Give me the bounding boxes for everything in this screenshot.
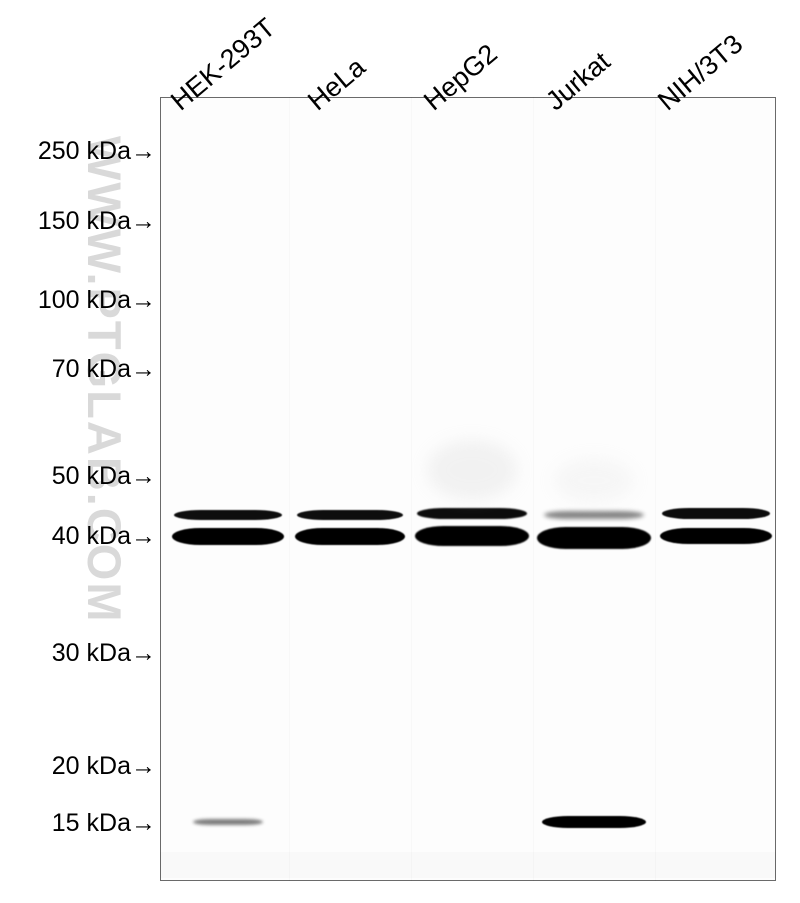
marker-value: 15 kDa	[52, 809, 131, 837]
marker-label: 40 kDa→	[52, 522, 156, 551]
marker-label: 150 kDa→	[38, 207, 156, 236]
arrow-icon: →	[131, 809, 156, 837]
marker-label: 20 kDa→	[52, 752, 156, 781]
arrow-icon: →	[131, 752, 156, 780]
marker-value: 20 kDa	[52, 752, 131, 780]
arrow-icon: →	[131, 137, 156, 165]
western-blot-figure: WWW.PTGLAB.COM HEK-293THeLaHepG2JurkatNI…	[0, 0, 800, 903]
marker-label: 30 kDa→	[52, 639, 156, 668]
protein-band	[660, 528, 772, 544]
protein-band	[417, 508, 527, 519]
marker-label: 15 kDa→	[52, 809, 156, 838]
marker-label: 100 kDa→	[38, 286, 156, 315]
marker-value: 100 kDa	[38, 286, 131, 314]
protein-band	[297, 510, 403, 520]
arrow-icon: →	[131, 462, 156, 490]
arrow-icon: →	[131, 207, 156, 235]
bottom-shade	[160, 852, 776, 878]
marker-value: 70 kDa	[52, 355, 131, 383]
marker-label: 250 kDa→	[38, 137, 156, 166]
protein-band	[172, 528, 284, 545]
protein-band	[193, 819, 263, 825]
arrow-icon: →	[131, 355, 156, 383]
marker-value: 250 kDa	[38, 137, 131, 165]
arrow-icon: →	[131, 522, 156, 550]
protein-band	[415, 526, 529, 546]
marker-value: 150 kDa	[38, 207, 131, 235]
lane-divider	[289, 97, 290, 881]
lane-divider	[655, 97, 656, 881]
background-smudge	[554, 458, 634, 503]
protein-band	[174, 510, 282, 520]
marker-label: 70 kDa→	[52, 355, 156, 384]
marker-label: 50 kDa→	[52, 462, 156, 491]
protein-band	[537, 527, 651, 549]
arrow-icon: →	[131, 286, 156, 314]
lane-divider	[533, 97, 534, 881]
protein-band	[544, 511, 644, 519]
protein-band	[295, 528, 405, 545]
protein-band	[662, 508, 770, 519]
marker-value: 30 kDa	[52, 639, 131, 667]
marker-value: 40 kDa	[52, 522, 131, 550]
lane-divider	[411, 97, 412, 881]
marker-value: 50 kDa	[52, 462, 131, 490]
protein-band	[542, 816, 646, 828]
arrow-icon: →	[131, 639, 156, 667]
background-smudge	[427, 440, 517, 500]
